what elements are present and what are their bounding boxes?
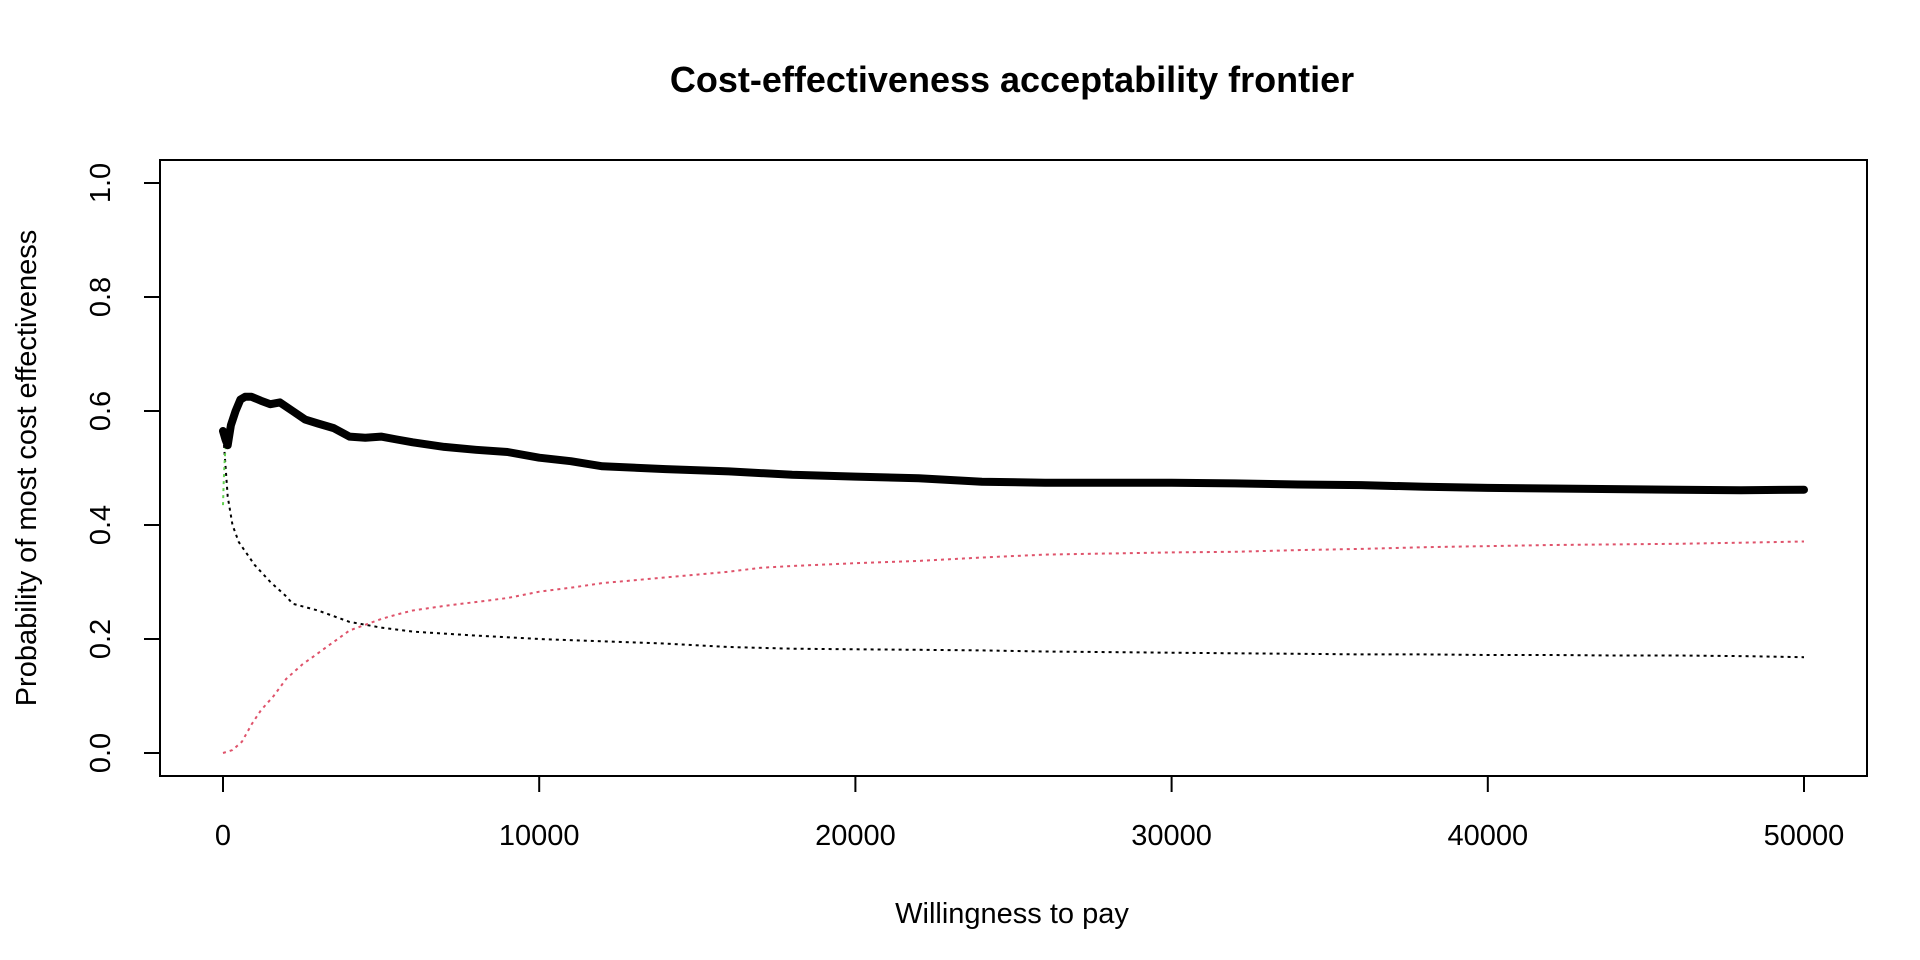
y-tick-label: 0.6 (85, 391, 117, 431)
y-tick-label: 0.4 (85, 505, 117, 545)
y-tick-label: 0.0 (85, 733, 117, 773)
y-tick-label: 1.0 (85, 163, 117, 203)
y-tick-label: 0.8 (85, 277, 117, 317)
chart-title: Cost-effectiveness acceptability frontie… (670, 59, 1354, 100)
x-tick-label: 30000 (1131, 820, 1212, 852)
x-tick-label: 0 (215, 820, 231, 852)
series-line-frontier (219, 392, 1808, 495)
series-layer (219, 392, 1808, 754)
x-tick-label: 20000 (815, 820, 896, 852)
series-line-option-1 (222, 430, 1805, 659)
series-line-option-2 (222, 540, 1805, 754)
y-axis-label: Probability of most cost effectiveness (11, 230, 43, 707)
x-tick-label: 40000 (1447, 820, 1528, 852)
y-axis: 0.0 0.2 0.4 0.6 0.8 1.0 (85, 163, 161, 773)
y-tick-label: 0.2 (85, 619, 117, 659)
plot-frame (159, 159, 1868, 777)
x-axis: 0 10000 20000 30000 40000 50000 (215, 775, 1845, 852)
x-tick-label: 10000 (499, 820, 580, 852)
x-axis-label: Willingness to pay (895, 898, 1129, 930)
x-tick-label: 50000 (1764, 820, 1845, 852)
